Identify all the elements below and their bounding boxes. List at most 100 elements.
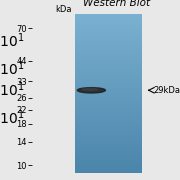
Bar <box>75 37 142 38</box>
Bar <box>75 152 142 153</box>
Bar <box>75 111 142 112</box>
Bar <box>75 171 142 172</box>
Bar <box>75 66 142 67</box>
Bar <box>75 44 142 45</box>
Bar <box>75 100 142 101</box>
Bar <box>75 91 142 92</box>
Bar <box>75 130 142 131</box>
Bar <box>75 98 142 99</box>
Bar <box>75 169 142 170</box>
Bar <box>75 147 142 148</box>
Bar <box>75 113 142 114</box>
Bar <box>75 106 142 107</box>
Bar <box>75 43 142 44</box>
Bar <box>75 112 142 113</box>
Bar <box>75 89 142 90</box>
Bar <box>75 153 142 154</box>
Bar <box>75 133 142 134</box>
Bar <box>75 129 142 130</box>
Bar <box>75 33 142 34</box>
Bar <box>75 48 142 49</box>
Bar <box>75 25 142 26</box>
Bar <box>75 90 142 91</box>
Bar <box>75 115 142 116</box>
Bar <box>75 28 142 29</box>
Bar <box>75 45 142 46</box>
Bar <box>75 82 142 83</box>
Bar <box>75 166 142 167</box>
Bar <box>75 17 142 18</box>
Bar <box>75 159 142 160</box>
Bar <box>75 92 142 93</box>
Bar <box>75 164 142 165</box>
Text: 29kDa: 29kDa <box>153 86 180 95</box>
Bar <box>75 144 142 145</box>
Bar <box>75 36 142 37</box>
Bar <box>75 162 142 163</box>
Bar <box>75 102 142 103</box>
Bar <box>75 170 142 171</box>
Bar <box>75 86 142 87</box>
Bar <box>75 87 142 88</box>
Bar <box>75 15 142 16</box>
Bar <box>75 26 142 27</box>
Bar <box>75 47 142 48</box>
Text: kDa: kDa <box>55 5 72 14</box>
Bar <box>75 108 142 109</box>
Bar <box>75 151 142 152</box>
Bar <box>75 54 142 55</box>
Bar <box>75 38 142 39</box>
Bar <box>75 34 142 35</box>
Bar <box>75 119 142 120</box>
Bar <box>75 60 142 61</box>
Bar <box>75 122 142 123</box>
Bar <box>75 88 142 89</box>
Bar <box>75 75 142 76</box>
Bar <box>75 128 142 129</box>
Bar <box>75 99 142 100</box>
Bar <box>75 83 142 84</box>
Bar <box>75 65 142 66</box>
Bar <box>75 59 142 60</box>
Bar <box>75 70 142 71</box>
Bar <box>75 118 142 119</box>
Bar <box>75 161 142 162</box>
Bar <box>75 165 142 166</box>
Bar <box>75 51 142 52</box>
Bar <box>75 168 142 169</box>
Bar <box>75 154 142 155</box>
Bar <box>75 117 142 118</box>
Bar <box>75 136 142 137</box>
Bar <box>75 22 142 23</box>
Bar <box>75 124 142 125</box>
Bar <box>75 123 142 124</box>
Bar <box>75 148 142 149</box>
Bar <box>75 14 142 15</box>
Bar <box>75 24 142 25</box>
Ellipse shape <box>82 88 98 90</box>
Bar <box>75 137 142 138</box>
Bar <box>75 93 142 94</box>
Bar <box>75 61 142 62</box>
Bar <box>75 55 142 56</box>
Bar <box>75 18 142 19</box>
Bar <box>75 72 142 73</box>
Bar <box>75 95 142 96</box>
Bar <box>75 71 142 72</box>
Bar <box>75 52 142 53</box>
Bar <box>75 150 142 151</box>
Bar <box>75 23 142 24</box>
Bar <box>75 78 142 79</box>
Bar <box>75 158 142 159</box>
Bar <box>75 57 142 58</box>
Bar <box>75 76 142 77</box>
Bar <box>75 69 142 70</box>
Bar <box>75 73 142 74</box>
Bar <box>75 143 142 144</box>
Bar <box>75 30 142 31</box>
Bar <box>75 53 142 54</box>
Bar <box>75 145 142 146</box>
Bar <box>75 156 142 157</box>
Bar <box>75 131 142 132</box>
Bar <box>75 149 142 150</box>
